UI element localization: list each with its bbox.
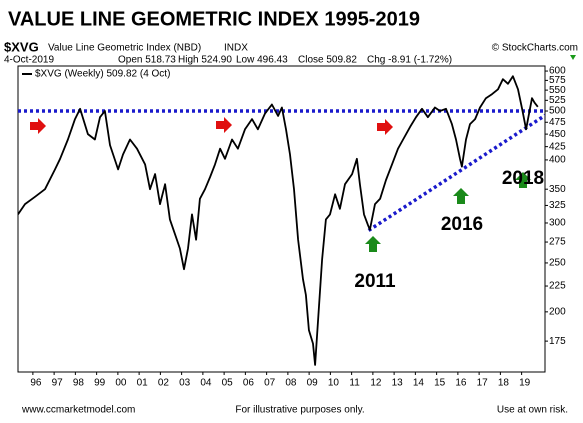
footer-text: www.ccmarketmodel.com — [21, 405, 135, 416]
footer-text: Use at own risk. — [497, 405, 568, 416]
x-tick-label: 12 — [370, 378, 382, 389]
y-tick-label: 350 — [549, 184, 566, 195]
x-tick-label: 99 — [94, 378, 106, 389]
y-tick-label: 175 — [549, 336, 566, 347]
legend-label: $XVG (Weekly) 509.82 (4 Oct) — [35, 69, 170, 80]
red-arrow — [216, 117, 232, 133]
y-tick-label: 450 — [549, 129, 566, 140]
x-tick-label: 96 — [30, 378, 42, 389]
x-tick-label: 14 — [413, 378, 425, 389]
x-tick-label: 02 — [158, 378, 170, 389]
x-tick-label: 06 — [243, 378, 255, 389]
quote-item: High 524.90 — [178, 55, 232, 66]
y-tick-label: 475 — [549, 117, 566, 128]
green-arrow — [453, 188, 469, 204]
y-tick-label: 425 — [549, 141, 566, 152]
annotation: 2016 — [441, 214, 483, 235]
x-tick-label: 03 — [179, 378, 191, 389]
x-tick-label: 15 — [434, 378, 446, 389]
plot-area — [18, 75, 545, 366]
y-tick-label: 400 — [549, 155, 566, 166]
x-tick-label: 17 — [477, 378, 489, 389]
y-tick-label: 200 — [549, 306, 566, 317]
footer-text: For illustrative purposes only. — [235, 405, 364, 416]
exchange: INDX — [224, 43, 248, 54]
y-tick-label: 600 — [549, 66, 566, 77]
y-tick-label: 500 — [549, 106, 566, 117]
date: 4-Oct-2019 — [4, 55, 54, 66]
green-arrow — [515, 172, 531, 188]
quote-item: Chg -8.91 (-1.72%) — [367, 55, 452, 66]
y-tick-label: 225 — [549, 281, 566, 292]
y-tick-label: 525 — [549, 95, 566, 106]
x-tick-label: 19 — [519, 378, 531, 389]
quote-item: Low 496.43 — [236, 55, 288, 66]
x-tick-label: 16 — [455, 378, 467, 389]
x-tick-label: 13 — [392, 378, 404, 389]
annotation: 2011 — [354, 271, 396, 292]
x-tick-label: 09 — [307, 378, 319, 389]
x-tick-label: 01 — [137, 378, 149, 389]
symbol: $XVG — [4, 39, 39, 54]
x-tick-label: 97 — [52, 378, 64, 389]
x-tick-label: 04 — [200, 378, 212, 389]
x-tick-label: 08 — [285, 378, 297, 389]
source: © StockCharts.com — [492, 43, 578, 54]
x-tick-label: 10 — [328, 378, 340, 389]
y-tick-label: 250 — [549, 258, 566, 269]
red-arrow — [30, 118, 46, 134]
change-icon — [570, 55, 576, 60]
chart-title: VALUE LINE GEOMETRIC INDEX 1995-2019 — [8, 8, 420, 30]
y-tick-label: 550 — [549, 85, 566, 96]
quote-item: Close 509.82 — [298, 55, 357, 66]
arrows — [30, 117, 531, 252]
x-tick-label: 18 — [498, 378, 510, 389]
green-arrow — [365, 236, 381, 252]
trendline — [367, 113, 545, 232]
y-tick-label: 300 — [549, 218, 566, 229]
y-tick-label: 325 — [549, 200, 566, 211]
x-tick-label: 00 — [115, 378, 127, 389]
x-tick-label: 07 — [264, 378, 276, 389]
y-tick-label: 275 — [549, 237, 566, 248]
x-tick-label: 11 — [349, 378, 360, 389]
symbol-name: Value Line Geometric Index (NBD) — [48, 43, 201, 54]
y-tick-label: 575 — [549, 75, 566, 86]
red-arrow — [377, 119, 393, 135]
x-tick-label: 98 — [73, 378, 85, 389]
plot-frame — [17, 65, 546, 373]
quote-item: Open 518.73 — [118, 55, 176, 66]
price-line — [18, 75, 539, 366]
x-tick-label: 05 — [222, 378, 234, 389]
annotation: 2018 — [502, 168, 544, 189]
